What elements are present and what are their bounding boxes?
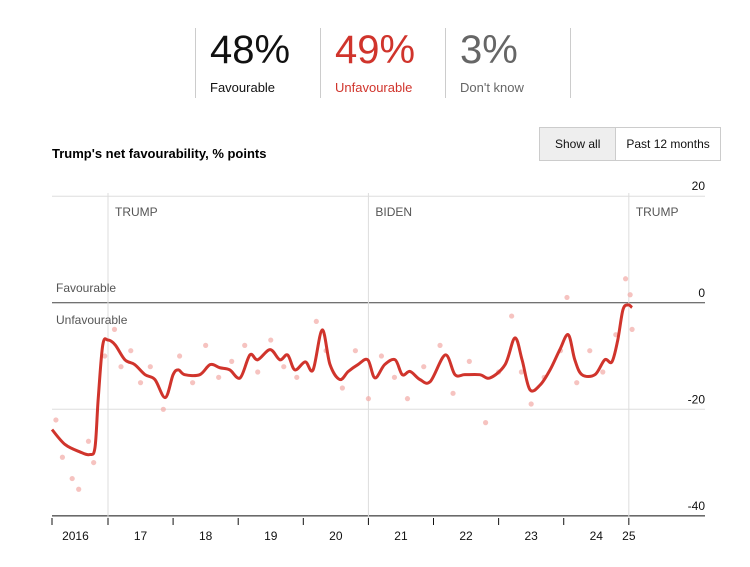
poll-dot	[528, 401, 534, 407]
poll-dot	[59, 454, 66, 460]
x-tick-label: 19	[264, 529, 278, 543]
poll-dot	[352, 348, 358, 354]
poll-dot	[255, 369, 261, 375]
poll-dot	[482, 420, 489, 426]
stat: 3% Don't know	[445, 28, 571, 98]
stat-label: Don't know	[460, 80, 524, 95]
button[interactable]: Show all	[540, 128, 617, 160]
poll-dot	[378, 353, 385, 359]
poll-dot	[587, 348, 593, 354]
term-label: TRUMP	[636, 205, 679, 219]
poll-dot	[600, 369, 606, 375]
poll-dot	[313, 318, 319, 325]
stat: 49% Unfavourable	[320, 28, 445, 98]
poll-dot	[76, 486, 82, 492]
poll-dot	[404, 396, 411, 402]
range-toggle: Show all Past 12 months	[539, 127, 721, 161]
stat-label: Unfavourable	[335, 80, 413, 95]
poll-dot	[69, 475, 75, 482]
y-tick-label: 20	[692, 179, 706, 193]
y-tick-label: -40	[688, 499, 706, 513]
y-tick-label: 0	[698, 286, 705, 300]
zone-label: Favourable	[56, 281, 116, 295]
poll-dot	[518, 369, 525, 375]
x-tick-label: 22	[459, 529, 473, 543]
poll-dot	[216, 374, 222, 380]
stat-label: Favourable	[210, 80, 276, 95]
stat-value: 3%	[460, 28, 518, 72]
poll-dot	[53, 417, 59, 423]
poll-dot	[281, 364, 287, 370]
poll-dot	[365, 396, 372, 402]
poll-dot	[85, 438, 92, 444]
poll-dot	[177, 353, 183, 359]
x-tick-label: 25	[622, 529, 636, 543]
x-tick-label: 23	[524, 529, 538, 543]
trend-line	[50, 303, 634, 457]
x-tick-label: 2016	[62, 529, 89, 543]
poll-dot	[391, 374, 398, 380]
poll-dot	[629, 326, 635, 332]
poll-dot	[91, 459, 97, 466]
poll-dot	[190, 380, 196, 386]
term-label: BIDEN	[375, 205, 412, 219]
poll-dot	[627, 292, 633, 298]
x-tick-label: 20	[329, 529, 343, 543]
poll-dot	[111, 326, 118, 332]
poll-dot	[294, 374, 300, 380]
poll-dot	[421, 364, 427, 370]
poll-dot	[160, 406, 166, 412]
poll-dot	[128, 348, 134, 354]
poll-dot	[147, 364, 153, 370]
zone-label: Unfavourable	[56, 313, 128, 327]
poll-dot	[622, 276, 629, 282]
stat-value: 48%	[210, 28, 291, 72]
poll-dot	[437, 342, 443, 348]
poll-dot	[268, 337, 274, 343]
poll-dot	[574, 380, 580, 386]
poll-dot	[450, 390, 456, 396]
x-tick-label: 21	[394, 529, 408, 543]
stat-value: 49%	[335, 28, 416, 72]
button[interactable]: Past 12 months	[626, 137, 710, 151]
poll-dot	[137, 380, 144, 386]
poll-dot	[564, 294, 570, 301]
x-tick-label: 24	[590, 529, 604, 543]
poll-dot	[466, 358, 472, 364]
poll-dot	[339, 385, 345, 391]
poll-dot	[102, 353, 108, 359]
chart-title: Trump's net favourability, % points	[52, 146, 267, 161]
x-tick-label: 18	[199, 529, 213, 543]
poll-dot	[203, 342, 209, 348]
poll-dot	[118, 364, 124, 370]
stat: 48% Favourable	[195, 28, 320, 98]
poll-dot	[242, 342, 248, 348]
x-tick-label: 17	[134, 529, 148, 543]
poll-dot	[229, 358, 235, 364]
term-label: TRUMP	[115, 205, 158, 219]
poll-dot	[509, 313, 515, 319]
y-tick-label: -20	[688, 392, 706, 406]
